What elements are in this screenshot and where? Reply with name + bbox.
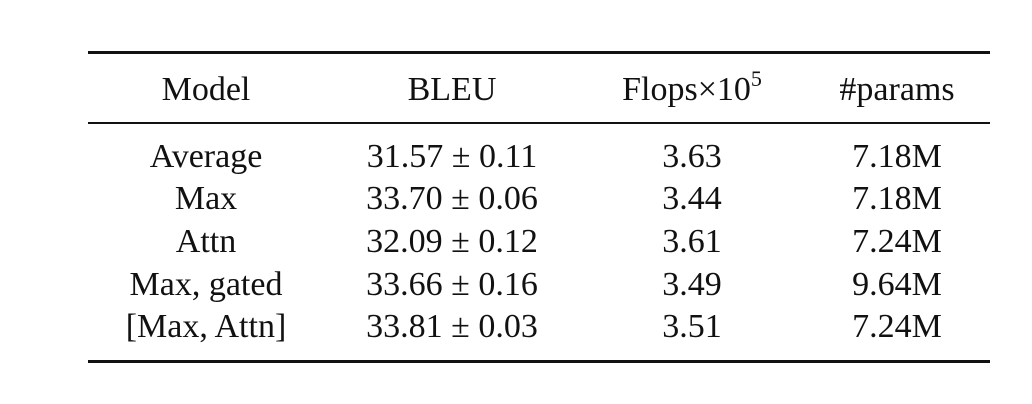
column-header: Model xyxy=(161,71,251,108)
top-rule xyxy=(88,51,990,54)
row-label: Max xyxy=(174,180,238,217)
table-cell: 3.63 xyxy=(662,138,722,175)
table-cell: 7.18M xyxy=(852,180,942,217)
table-cell: 7.24M xyxy=(852,308,942,345)
table-cell: 7.24M xyxy=(852,223,942,260)
table-cell: 32.09 ± 0.12 xyxy=(366,223,538,260)
table-cell: 9.64M xyxy=(852,266,942,303)
column-header: BLEU xyxy=(407,71,497,108)
table-cell: 3.61 xyxy=(662,223,722,260)
table-cell: 33.70 ± 0.06 xyxy=(366,180,538,217)
column-header: #params xyxy=(839,71,955,108)
table-cell: 31.57 ± 0.11 xyxy=(366,138,538,175)
row-label: Attn xyxy=(175,223,237,260)
table-cell: 33.81 ± 0.03 xyxy=(366,308,538,345)
header-base: Flops×10 xyxy=(622,71,751,108)
table-cell: 33.66 ± 0.16 xyxy=(366,266,538,303)
bottom-rule xyxy=(88,360,990,363)
header-exponent: 5 xyxy=(750,66,762,91)
header-rule xyxy=(88,122,990,124)
table-cell: 3.49 xyxy=(662,266,722,303)
row-label: [Max, Attn] xyxy=(125,308,287,345)
row-label: Average xyxy=(149,138,263,175)
row-label: Max, gated xyxy=(129,266,283,303)
table-cell: 3.44 xyxy=(662,180,722,217)
column-header: Flops×105 xyxy=(622,68,762,108)
table-cell: 7.18M xyxy=(852,138,942,175)
table-cell: 3.51 xyxy=(662,308,722,345)
